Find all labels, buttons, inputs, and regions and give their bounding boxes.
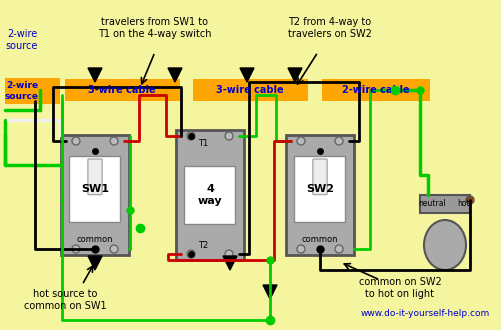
Text: T2: T2	[198, 242, 208, 250]
Text: hot: hot	[457, 200, 469, 209]
Circle shape	[72, 245, 80, 253]
Text: common: common	[301, 235, 338, 244]
FancyBboxPatch shape	[419, 195, 469, 213]
Text: T2 from 4-way to
travelers on SW2: T2 from 4-way to travelers on SW2	[288, 17, 371, 39]
Circle shape	[465, 196, 473, 204]
FancyBboxPatch shape	[5, 78, 60, 104]
Polygon shape	[239, 68, 254, 82]
Circle shape	[186, 250, 194, 258]
Polygon shape	[88, 68, 102, 82]
FancyBboxPatch shape	[61, 135, 129, 255]
Circle shape	[334, 137, 342, 145]
Polygon shape	[288, 68, 302, 82]
Text: SW1: SW1	[81, 184, 109, 194]
FancyBboxPatch shape	[88, 159, 102, 195]
FancyBboxPatch shape	[176, 130, 243, 260]
Circle shape	[297, 245, 304, 253]
Text: 3-wire cable: 3-wire cable	[216, 85, 283, 95]
Circle shape	[334, 245, 342, 253]
FancyBboxPatch shape	[192, 79, 308, 101]
Text: hot source to
common on SW1: hot source to common on SW1	[24, 289, 106, 311]
Polygon shape	[168, 68, 182, 82]
Polygon shape	[263, 285, 277, 299]
Ellipse shape	[423, 220, 465, 270]
FancyBboxPatch shape	[69, 156, 120, 222]
Circle shape	[72, 137, 80, 145]
Circle shape	[186, 132, 194, 140]
Text: 3-wire cable: 3-wire cable	[88, 85, 155, 95]
Polygon shape	[88, 256, 102, 270]
Text: www.do-it-yourself-help.com: www.do-it-yourself-help.com	[360, 309, 489, 318]
Text: T1: T1	[198, 140, 208, 148]
Circle shape	[297, 137, 304, 145]
FancyBboxPatch shape	[294, 156, 345, 222]
Circle shape	[224, 250, 232, 258]
Text: neutral: neutral	[417, 200, 445, 209]
Circle shape	[110, 137, 118, 145]
Text: travelers from SW1 to
T1 on the 4-way switch: travelers from SW1 to T1 on the 4-way sw…	[98, 17, 211, 39]
Text: 4
way: 4 way	[197, 184, 222, 206]
Text: common on SW2
to hot on light: common on SW2 to hot on light	[358, 277, 440, 299]
FancyBboxPatch shape	[321, 79, 429, 101]
Text: common: common	[77, 235, 113, 244]
Polygon shape	[222, 256, 236, 270]
FancyBboxPatch shape	[286, 135, 353, 255]
FancyBboxPatch shape	[184, 166, 235, 224]
FancyBboxPatch shape	[312, 159, 327, 195]
FancyBboxPatch shape	[65, 79, 180, 101]
Circle shape	[110, 245, 118, 253]
Text: SW2: SW2	[306, 184, 333, 194]
Text: 2-wire
source: 2-wire source	[6, 29, 38, 51]
Text: 2-wire
source: 2-wire source	[5, 81, 39, 101]
Circle shape	[224, 132, 232, 140]
Text: 2-wire cable: 2-wire cable	[342, 85, 409, 95]
